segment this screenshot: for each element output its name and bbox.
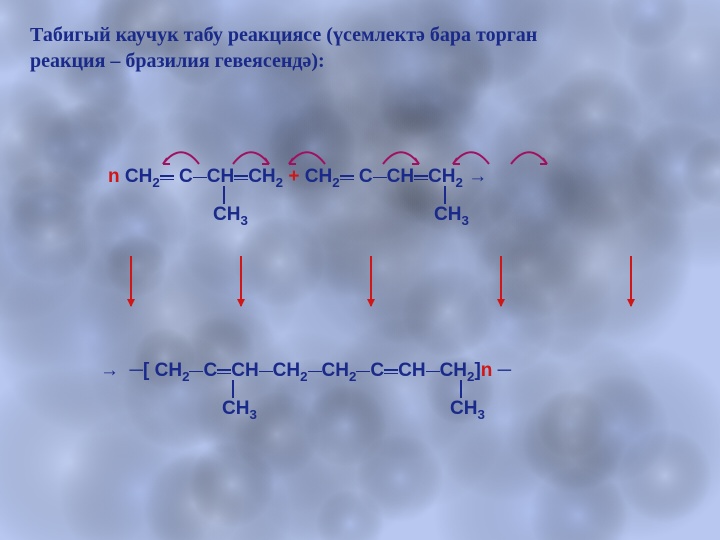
down-arrow-2 — [370, 256, 372, 306]
arc-3 — [380, 146, 422, 173]
vertical-bond-2a — [232, 380, 234, 398]
methyl-group-1a: CH3 — [213, 204, 248, 226]
methyl-group-1b: CH3 — [434, 204, 469, 226]
down-arrow-0 — [130, 256, 132, 306]
down-arrow-3 — [500, 256, 502, 306]
polymer-line: → ─[ CH2CCHCH2CH2CCHCH2]n ─ — [100, 360, 511, 382]
down-arrow-4 — [630, 256, 632, 306]
arc-0 — [160, 146, 202, 173]
arc-5 — [508, 146, 550, 173]
vertical-bond-1a — [223, 186, 225, 204]
methyl-group-2b: CH3 — [450, 398, 485, 420]
vertical-bond-1b — [444, 186, 446, 204]
vertical-bond-2b — [460, 380, 462, 398]
arc-4 — [450, 146, 492, 173]
arc-2 — [286, 146, 328, 173]
methyl-group-2a: CH3 — [222, 398, 257, 420]
arc-1 — [230, 146, 272, 173]
down-arrow-1 — [240, 256, 242, 306]
background-texture — [0, 0, 720, 540]
slide-title: Табигый каучук табу реакциясе (үсемлектә… — [30, 22, 690, 74]
